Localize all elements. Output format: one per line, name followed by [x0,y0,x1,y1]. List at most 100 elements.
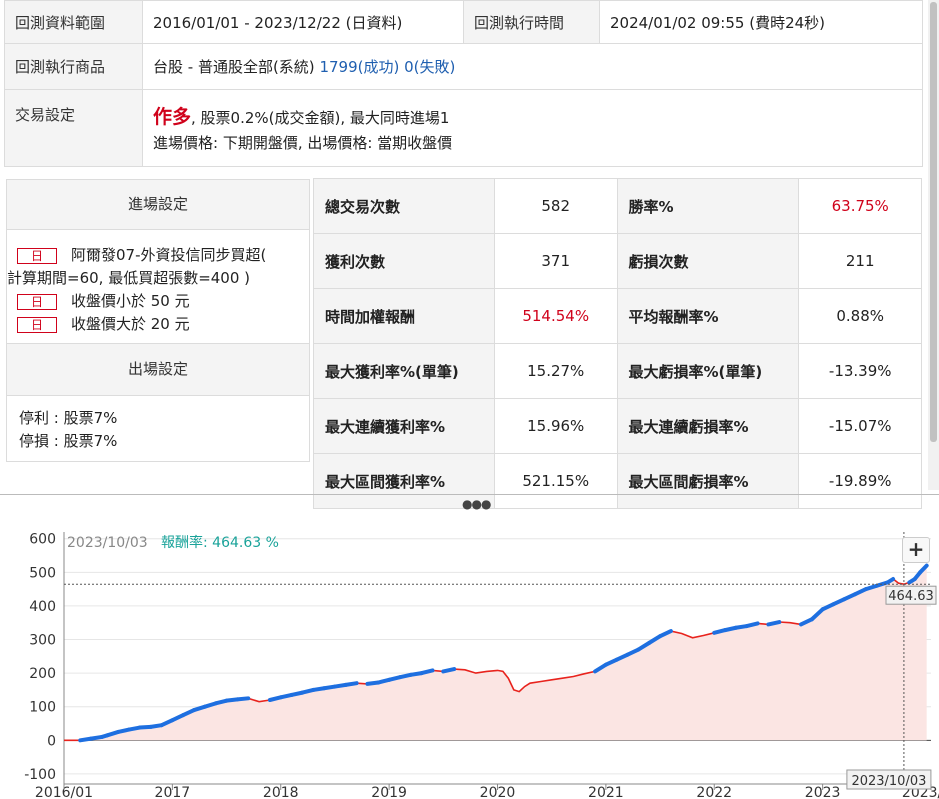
stat-value: 63.75% [798,178,922,234]
day-tag: 日 [17,247,57,264]
x-tick-label: 2021 [588,785,624,799]
entry-header: 進場設定 [7,180,309,230]
exit-conditions: 停利 : 股票7% 停損 : 股票7% [7,396,309,453]
entry-condition-text: 收盤價大於 20 元 [71,315,190,333]
y-tick-label: 0 [47,733,56,749]
stat-value: 15.27% [493,343,618,399]
entry-condition-text: 阿爾發07-外資投信同步買超( [71,246,267,264]
crosshair-x-label: 2023/10/03 [851,774,926,789]
stat-value: 521.15% [493,453,618,509]
x-tick-label: 2023 [805,785,841,799]
stat-value: 15.96% [493,398,618,454]
stat-label: 最大區間虧損率% [616,453,800,509]
x-tick-label: 2017 [155,785,191,799]
stat-label: 最大區間獲利率% [313,453,495,509]
exit-header: 出場設定 [7,344,309,396]
stats-row: 獲利次數 371 虧損次數 211 [313,233,922,289]
resize-grip-icon[interactable]: ●●● [462,497,491,511]
scrollbar[interactable] [928,0,939,490]
crosshair-y-label: 464.63 [888,589,934,604]
new-high-segment [647,634,663,645]
crosshair-x-box [846,769,932,790]
x-tick-label: 2020 [480,785,516,799]
stat-value: 514.54% [493,288,618,344]
product-value: 台股 - 普通股全部(系統) 1799(成功) 0(失敗) [142,43,923,90]
new-high-segment [885,577,896,585]
stat-value: -13.39% [798,343,922,399]
stats-row: 最大區間獲利率% 521.15% 最大區間虧損率% -19.89% [313,453,922,509]
product-fail-link[interactable]: 0(失敗) [404,58,456,76]
stat-label: 最大連續獲利率% [313,398,495,454]
stats-table: 總交易次數 582 勝率% 63.75% 獲利次數 371 虧損次數 211 時間加權報酬 514… [313,178,922,509]
trade-rest: , 股票0.2%(成交金額), 最大同時進場1 [191,108,450,127]
series-area [64,565,927,741]
product-success-link[interactable]: 1799(成功) [319,58,400,76]
new-high-segment [235,696,251,702]
y-tick-label: 600 [29,532,56,548]
product-label: 回測執行商品 [4,43,143,90]
y-tick-label: 100 [29,700,56,716]
stat-label: 總交易次數 [313,178,495,234]
stats-row: 最大連續獲利率% 15.96% 最大連續虧損率% -15.07% [313,398,922,454]
stat-label: 平均報酬率% [616,288,800,344]
take-profit: 停利 : 股票7% [19,409,118,427]
exec-time-value: 2024/01/02 09:55 (費時24秒) [599,0,923,44]
x-tick-label: 2019 [371,785,407,799]
entry-condition-text: 收盤價小於 50 元 [71,292,190,310]
y-tick-label: 400 [29,599,56,615]
new-high-segment [343,681,359,687]
stat-label: 最大獲利率%(單筆) [313,343,495,399]
y-tick-label: -100 [24,767,56,783]
pane-divider[interactable] [0,494,939,508]
day-tag: 日 [17,293,57,310]
stat-label: 時間加權報酬 [313,288,495,344]
return-chart: -100 0 100 200 300 400 500 600 2016/01 2017 2018 20… [24,532,939,799]
x-tick-label: 2018 [263,785,299,799]
zoom-button[interactable]: + [902,537,930,563]
exec-time-label: 回測執行時間 [463,0,600,44]
new-high-segment [918,563,929,575]
backtest-info-table: 回測資料範圍 2016/01/01 - 2023/12/22 (日資料) 回測執… [4,0,923,167]
range-value: 2016/01/01 - 2023/12/22 (日資料) [142,0,464,44]
product-text: 台股 - 普通股全部(系統) [153,58,315,76]
stat-label: 最大虧損率%(單筆) [616,343,800,399]
readout-metric: 報酬率: 464.63 % [161,534,279,551]
stat-label: 最大連續虧損率% [616,398,800,454]
entry-condition-1: 日阿爾發07-外資投信同步買超( [17,244,309,267]
y-tick-label: 200 [29,666,56,682]
stat-label: 獲利次數 [313,233,495,289]
y-tick-label: 500 [29,565,56,581]
stat-label: 勝率% [616,178,800,234]
stop-loss: 停損 : 股票7% [19,432,118,450]
stats-row: 最大獲利率%(單筆) 15.27% 最大虧損率%(單筆) -13.39% [313,343,922,399]
new-high-segment [744,621,760,629]
new-high-segment [658,629,673,639]
trade-mode: 作多 [153,105,192,128]
trade-label: 交易設定 [4,89,143,167]
entry-condition-3: 日收盤價大於 20 元 [17,313,309,336]
trade-value: 作多, 股票0.2%(成交金額), 最大同時進場1 進場價格: 下期開盤價, 出… [142,89,923,167]
new-high-segment [441,667,457,674]
scrollbar-thumb[interactable] [930,2,937,442]
settings-panel: 進場設定 日阿爾發07-外資投信同步買超( 計算期間=60, 最低買超張數=40… [6,179,310,462]
stat-label: 虧損次數 [616,233,800,289]
readout-date: 2023/10/03 [67,535,148,551]
x-tick-label: 2022 [696,785,732,799]
new-high-segment [593,662,608,674]
range-label: 回測資料範圍 [4,0,143,44]
stats-row: 總交易次數 582 勝率% 63.75% [313,178,922,234]
y-tick-label: 300 [29,633,56,649]
stat-value: -19.89% [798,453,922,509]
day-tag: 日 [17,316,57,333]
new-high-segment [636,640,652,652]
stats-row: 時間加權報酬 514.54% 平均報酬率% 0.88% [313,288,922,344]
stat-value: 371 [493,233,618,289]
new-high-segment [766,620,782,627]
new-high-segment [809,607,825,622]
stat-value: 0.88% [798,288,922,344]
entry-condition-1-params: 計算期間=60, 最低買超張數=400 ) [7,269,251,287]
entry-conditions: 日阿爾發07-外資投信同步買超( 計算期間=60, 最低買超張數=400 ) 日… [7,230,309,344]
stat-value: 582 [493,178,618,234]
stat-value: 211 [798,233,922,289]
new-high-segment [419,668,435,676]
